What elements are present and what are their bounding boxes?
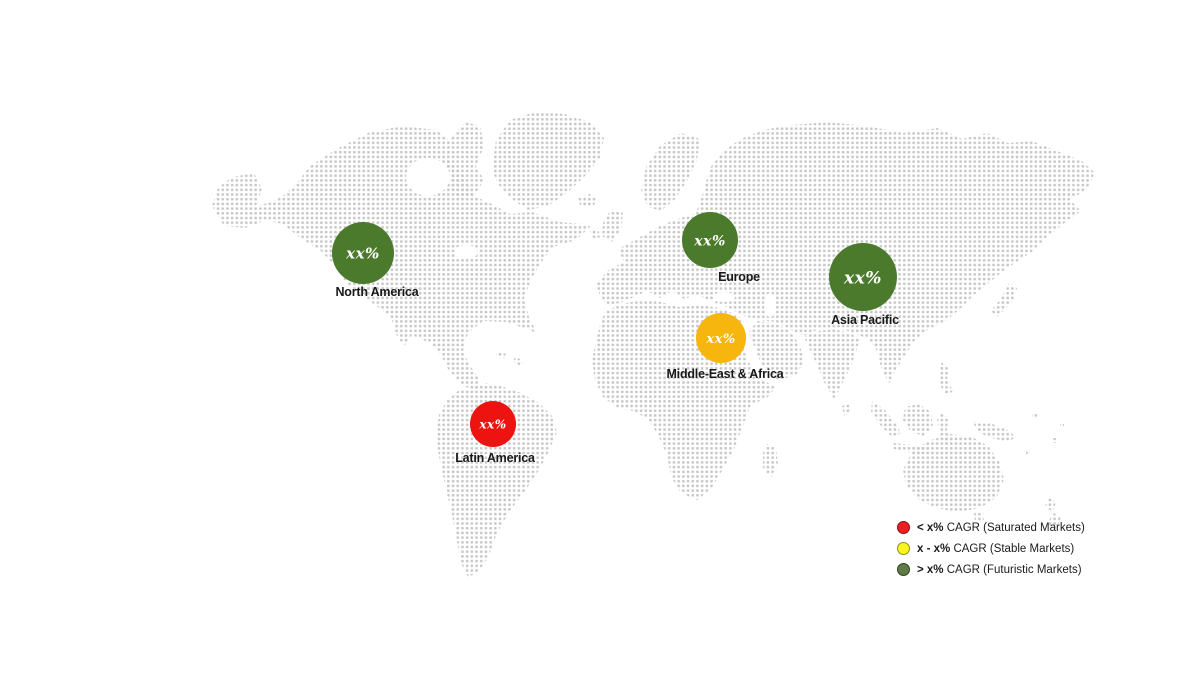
landmass-australia (903, 434, 1004, 512)
legend-rest-saturated: CAGR (Saturated Markets) (943, 521, 1085, 534)
legend-prefix-saturated: < x% (917, 521, 944, 534)
map-inland-seas (406, 158, 776, 369)
legend-rest-stable: CAGR (Stable Markets) (950, 542, 1075, 555)
legend-label-futuristic: > x% CAGR (Futuristic Markets) (917, 564, 1082, 576)
legend-swatch-stable (897, 542, 910, 555)
landmass-africa (592, 300, 776, 500)
bubble-circle-asia-pacific[interactable] (829, 243, 897, 311)
sea-caspian (764, 293, 776, 317)
sea-black-sea (713, 292, 735, 302)
landmass-north-america (266, 126, 592, 391)
legend-prefix-futuristic: > x% (917, 563, 944, 576)
map-landmass (212, 112, 1095, 577)
landmass-tasmania (974, 513, 984, 522)
landmass-pacific-islands (1026, 414, 1064, 454)
landmass-new-guinea (973, 421, 1016, 442)
region-label-north-america: North America (335, 285, 419, 299)
region-label-latin-america: Latin America (455, 451, 536, 465)
legend-item-stable: x - x% CAGR (Stable Markets) (897, 542, 1085, 555)
region-bubble-asia-pacific[interactable]: xx% Asia Pacific (829, 243, 899, 327)
legend-swatch-saturated (897, 521, 910, 534)
bubble-circle-latin-america[interactable] (470, 401, 516, 447)
landmass-sri-lanka (842, 404, 851, 416)
landmass-uk (602, 209, 623, 242)
region-bubble-north-america[interactable]: xx% North America (332, 222, 420, 299)
legend-prefix-stable: x - x% (917, 542, 951, 555)
region-bubble-europe[interactable]: xx% Europe (682, 212, 760, 284)
map-legend: < x% CAGR (Saturated Markets) x - x% CAGR… (897, 521, 1085, 584)
landmass-sumatra (871, 401, 901, 437)
landmass-caribbean (496, 351, 524, 366)
landmass-iceland (578, 194, 598, 207)
region-bubble-middle-east-africa[interactable]: xx% Middle-East & Africa (666, 313, 785, 381)
bubble-value-asia-pacific: xx% (843, 268, 882, 288)
landmass-india (804, 329, 860, 399)
landmass-philippines (939, 362, 953, 396)
region-bubble-latin-america[interactable]: xx% Latin America (455, 401, 536, 465)
legend-item-futuristic: > x% CAGR (Futuristic Markets) (897, 563, 1085, 576)
bubble-value-europe: xx% (693, 233, 726, 249)
landmass-new-zealand (1045, 497, 1061, 529)
legend-swatch-futuristic (897, 563, 910, 576)
landmass-borneo (903, 404, 933, 436)
bubble-circle-middle-east-africa[interactable] (696, 313, 746, 363)
sea-hudson-bay (406, 158, 450, 196)
sea-red-sea (739, 321, 763, 369)
landmass-south-america (436, 383, 557, 577)
region-label-middle-east-africa: Middle-East & Africa (666, 367, 784, 381)
landmass-arctic-islands (446, 122, 484, 200)
region-label-asia-pacific: Asia Pacific (831, 313, 899, 327)
landmass-japan (991, 283, 1017, 317)
legend-label-stable: x - x% CAGR (Stable Markets) (917, 543, 1074, 555)
region-label-europe: Europe (718, 270, 760, 284)
bubble-value-north-america: xx% (345, 245, 380, 263)
landmass-alaska (212, 173, 272, 228)
region-bubbles: xx% North America xx% Europe xx% Asia Pacific… (332, 212, 899, 465)
bubble-circle-europe[interactable] (682, 212, 738, 268)
landmass-greenland (492, 112, 604, 210)
landmass-scandinavia (641, 133, 700, 211)
bubble-value-latin-america: xx% (478, 418, 506, 432)
bubble-value-middle-east-africa: xx% (705, 332, 735, 347)
legend-item-saturated: < x% CAGR (Saturated Markets) (897, 521, 1085, 534)
legend-rest-futuristic: CAGR (Futuristic Markets) (943, 563, 1082, 576)
bubble-circle-north-america[interactable] (332, 222, 394, 284)
landmass-arabia (749, 321, 805, 380)
landmass-madagascar (763, 444, 778, 478)
landmass-ireland (590, 228, 600, 241)
sea-great-lakes (454, 245, 478, 259)
legend-label-saturated: < x% CAGR (Saturated Markets) (917, 522, 1085, 534)
